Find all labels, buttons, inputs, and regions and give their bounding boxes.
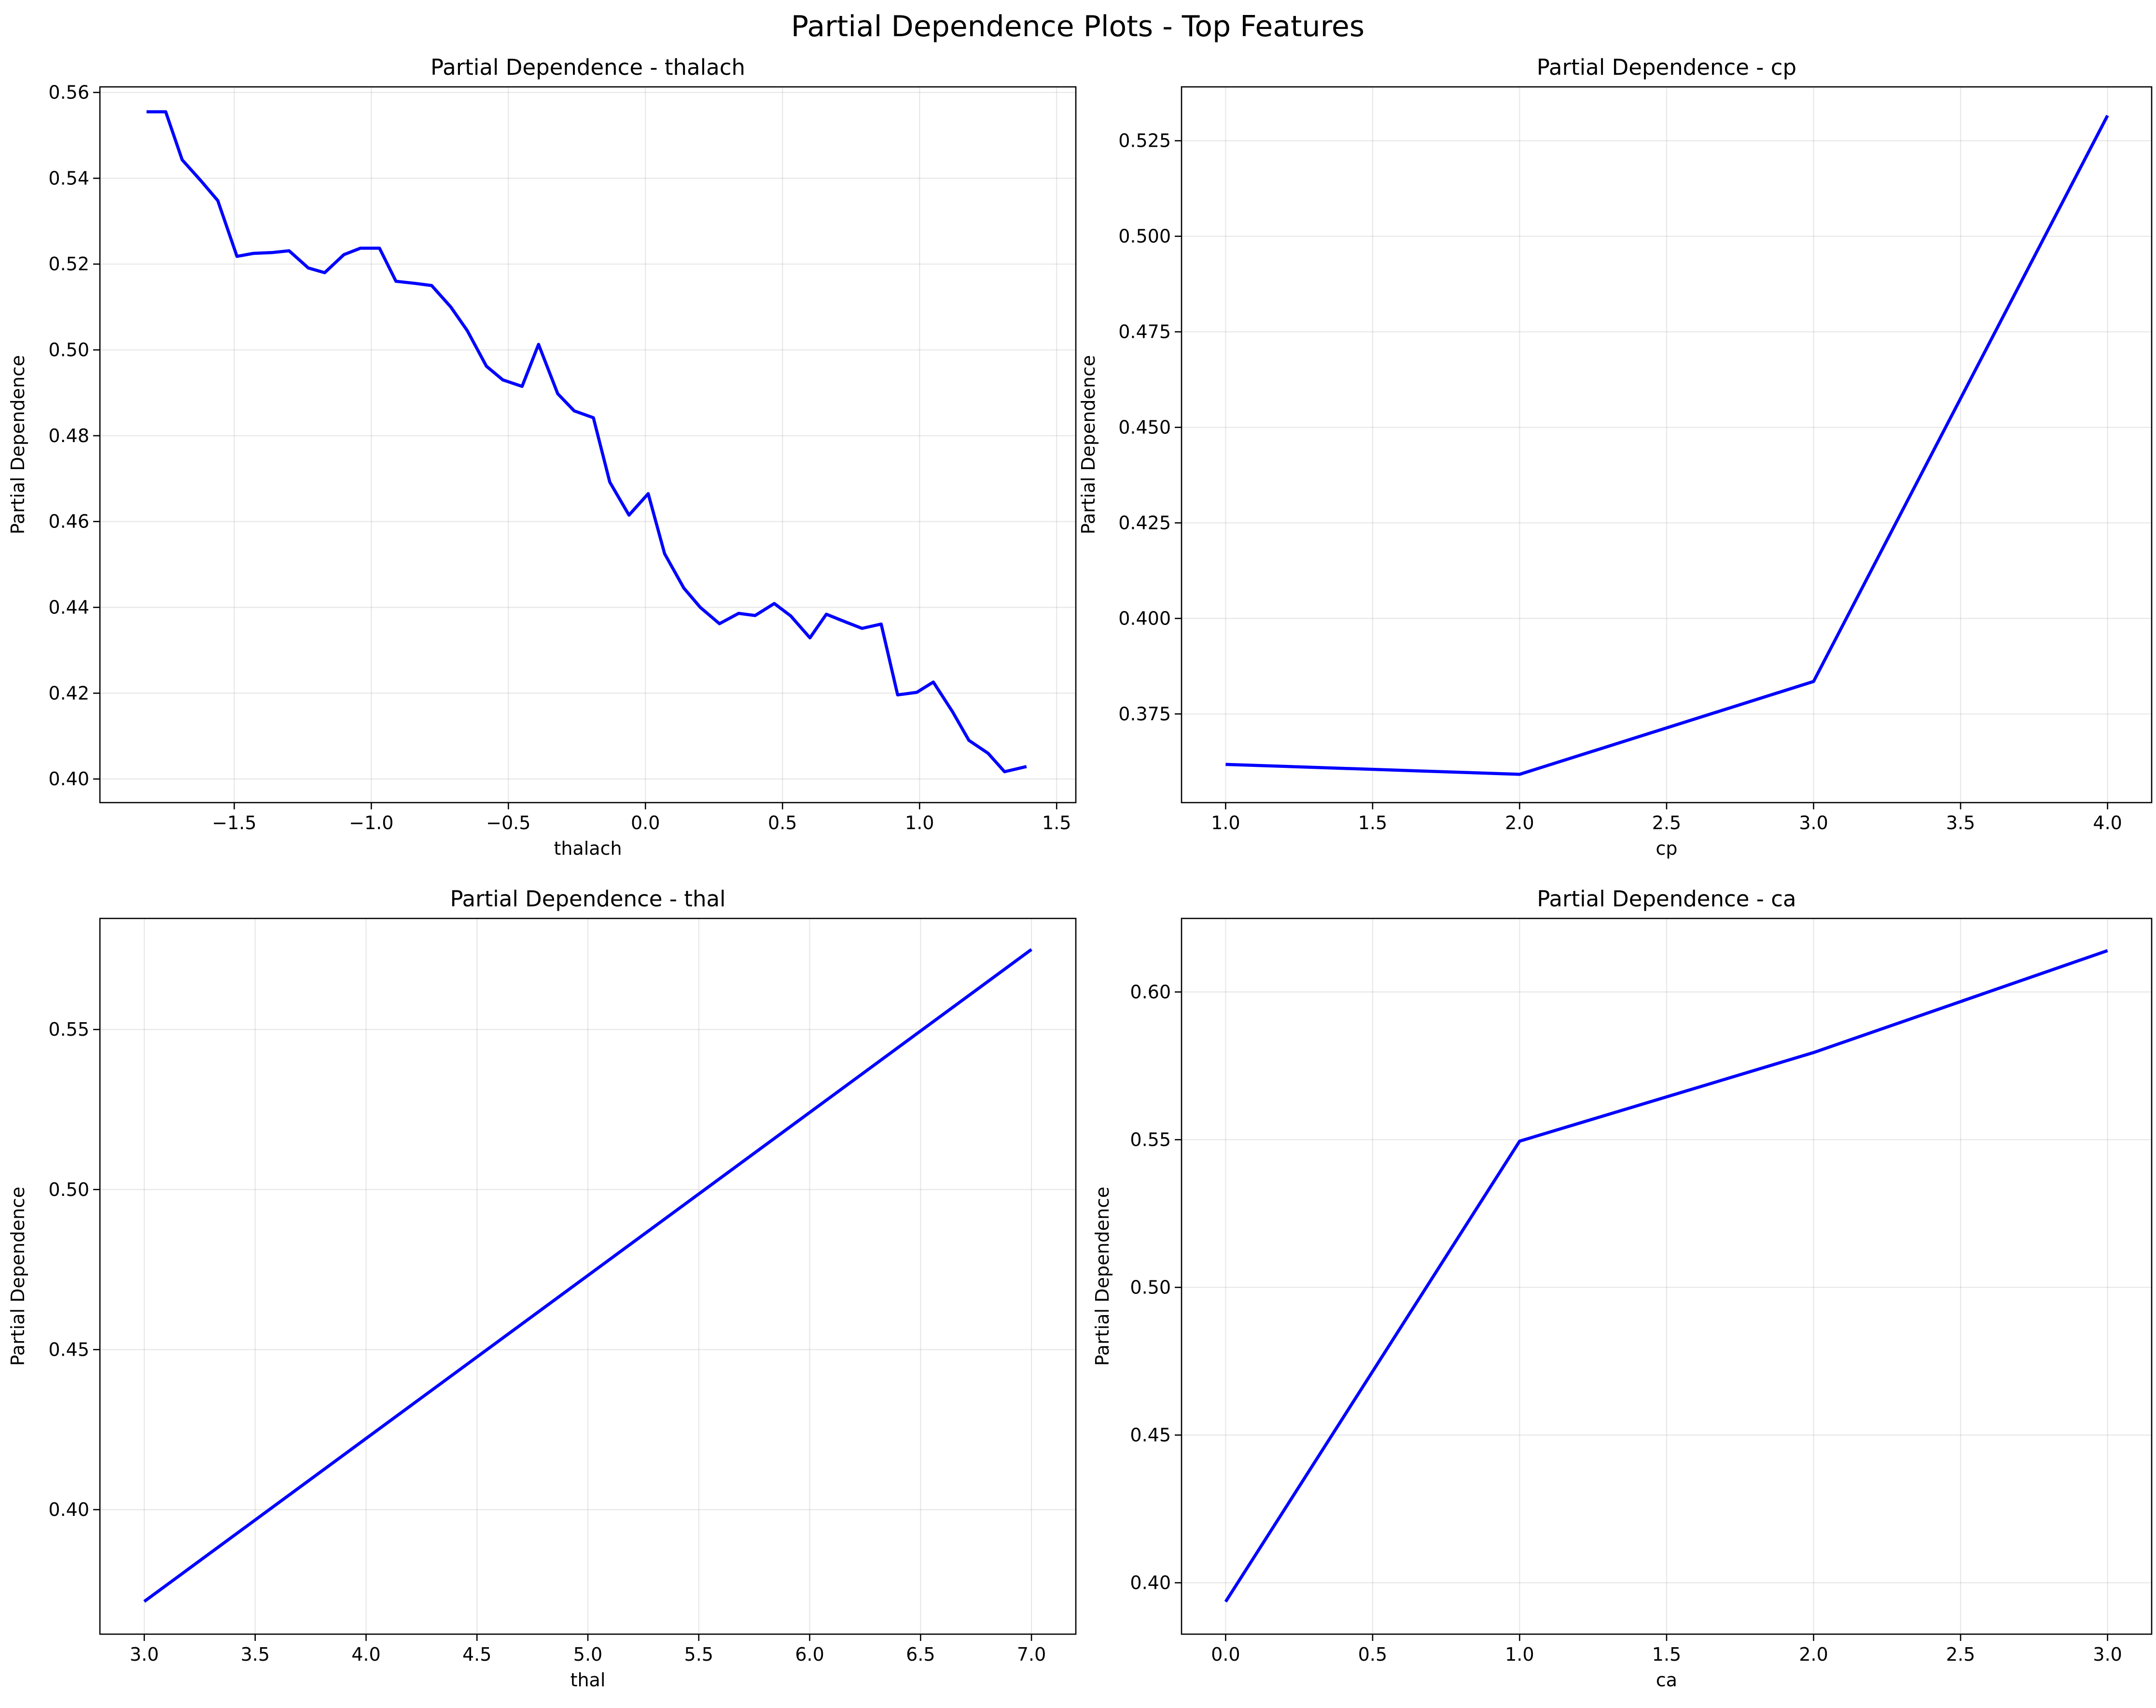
- x-tick-label: 2.5: [1946, 1644, 1975, 1665]
- y-tick-label: 0.400: [1118, 608, 1171, 629]
- y-tick-label: 0.375: [1118, 703, 1171, 724]
- x-tick-label: 7.0: [1017, 1644, 1046, 1665]
- y-tick-label: 0.46: [48, 511, 89, 532]
- series-line: [146, 110, 1027, 774]
- x-tick-label: 1.0: [1505, 1644, 1534, 1665]
- x-tick-label: 2.0: [1505, 812, 1534, 833]
- subplot-2: 1.0 1.5 2.0 2.5 3.0 3.5 4.0 0.375 0.400 0.425 0.45…: [1078, 55, 2153, 859]
- y-tick-label: 0.40: [48, 768, 89, 790]
- x-tick-label: 1.0: [905, 812, 934, 833]
- y-tick-label: 0.525: [1118, 130, 1171, 152]
- y-tick-label: 0.45: [1130, 1424, 1171, 1445]
- y-tick-label: 0.42: [48, 682, 89, 704]
- axes-frame: [99, 86, 1077, 804]
- x-tick-label: 1.0: [1211, 812, 1240, 833]
- y-tick-label: 0.56: [48, 82, 89, 103]
- x-axis-label: ca: [1656, 1669, 1677, 1691]
- subplot-4: 0.0 0.5 1.0 1.5 2.0 2.5 3.0 0.40 0.45 0.50 0.55 0.6…: [1092, 886, 2153, 1691]
- x-tick-label: 5.0: [573, 1644, 602, 1665]
- figure-title: Partial Dependence Plots - Top Features: [791, 10, 1364, 43]
- x-tick-label: 1.5: [1652, 1644, 1681, 1665]
- y-tick-label: 0.450: [1118, 417, 1171, 438]
- y-axis-label: Partial Dependence: [1092, 1187, 1113, 1366]
- subplot-title: Partial Dependence - ca: [1537, 886, 1796, 912]
- x-tick-label: 3.5: [240, 1644, 269, 1665]
- x-tick-label: 0.5: [1358, 1644, 1387, 1665]
- y-tick-label: 0.44: [48, 597, 89, 618]
- x-tick-label: 6.5: [906, 1644, 935, 1665]
- x-tick-label: 1.5: [1358, 812, 1387, 833]
- y-tick-label: 0.50: [48, 1179, 89, 1200]
- series-line: [1225, 114, 2109, 776]
- x-tick-label: 3.0: [2093, 1644, 2122, 1665]
- x-tick-label: −1.0: [349, 812, 393, 833]
- y-tick-label: 0.45: [48, 1339, 89, 1360]
- y-tick-label: 0.52: [48, 253, 89, 275]
- y-tick-label: 0.475: [1118, 321, 1171, 343]
- x-tick-label: 2.5: [1652, 812, 1681, 833]
- x-tick-label: −1.5: [212, 812, 256, 833]
- x-tick-label: 3.0: [130, 1644, 159, 1665]
- y-tick-label: 0.55: [1130, 1129, 1171, 1150]
- x-tick-label: 4.0: [351, 1644, 380, 1665]
- y-axis-label: Partial Dependence: [7, 1187, 28, 1366]
- y-tick-label: 0.500: [1118, 226, 1171, 247]
- y-tick-label: 0.60: [1130, 981, 1171, 1002]
- y-axis-label: Partial Dependence: [7, 355, 28, 535]
- x-tick-label: 0.5: [768, 812, 797, 833]
- x-tick-label: 4.0: [2093, 812, 2122, 833]
- y-tick-label: 0.40: [1130, 1572, 1171, 1594]
- x-tick-label: 3.0: [1799, 812, 1828, 833]
- x-tick-label: 4.5: [462, 1644, 491, 1665]
- y-axis-label: Partial Dependence: [1078, 355, 1099, 535]
- x-tick-label: 3.5: [1946, 812, 1975, 833]
- x-axis-label: thalach: [554, 838, 622, 859]
- subplot-title: Partial Dependence - cp: [1537, 55, 1796, 80]
- x-tick-label: 1.5: [1042, 812, 1071, 833]
- x-tick-label: −0.5: [486, 812, 530, 833]
- x-tick-label: 0.0: [1211, 1644, 1240, 1665]
- x-axis-label: cp: [1655, 838, 1677, 859]
- subplot-3: 3.0 3.5 4.0 4.5 5.0 5.5 6.0 6.5 7.0 0.40 0.45 0.50 0…: [7, 886, 1077, 1691]
- subplot-grid: −1.5 −1.0 −0.5 0.0 0.5 1.0 1.5 0.40 0.42 0.44 0.46…: [7, 55, 2153, 1691]
- y-tick-label: 0.48: [48, 425, 89, 446]
- y-tick-label: 0.50: [1130, 1277, 1171, 1298]
- x-tick-label: 5.5: [684, 1644, 713, 1665]
- subplot-title: Partial Dependence - thalach: [431, 55, 745, 80]
- subplot-title: Partial Dependence - thal: [450, 886, 725, 912]
- subplot-1: −1.5 −1.0 −0.5 0.0 0.5 1.0 1.5 0.40 0.42 0.44 0.46…: [7, 55, 1077, 859]
- y-tick-label: 0.54: [48, 167, 89, 189]
- y-tick-label: 0.50: [48, 339, 89, 361]
- x-tick-label: 2.0: [1799, 1644, 1828, 1665]
- x-tick-label: 6.0: [795, 1644, 824, 1665]
- x-axis-label: thal: [570, 1669, 606, 1691]
- series-line: [1224, 949, 2108, 1603]
- y-tick-label: 0.55: [48, 1019, 89, 1040]
- x-tick-label: 0.0: [631, 812, 660, 833]
- series-line: [143, 948, 1033, 1603]
- y-tick-label: 0.40: [48, 1499, 89, 1520]
- y-tick-label: 0.425: [1118, 512, 1171, 533]
